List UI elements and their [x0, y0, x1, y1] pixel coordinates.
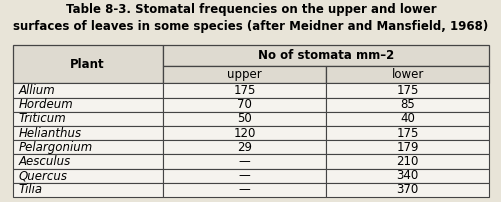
Bar [13, 112, 162, 126]
Text: 175: 175 [396, 126, 418, 140]
Text: 70: 70 [236, 98, 252, 111]
Bar [326, 154, 488, 168]
Text: 50: 50 [236, 112, 252, 125]
Text: —: — [238, 169, 250, 182]
Bar [326, 183, 488, 197]
Text: Hordeum: Hordeum [19, 98, 73, 111]
Bar [326, 140, 488, 154]
Bar [162, 183, 326, 197]
Text: Pelargonium: Pelargonium [19, 141, 93, 154]
Bar [162, 154, 326, 168]
Text: 40: 40 [399, 112, 414, 125]
Text: 179: 179 [396, 141, 418, 154]
Text: 340: 340 [396, 169, 418, 182]
Text: —: — [238, 183, 250, 196]
Bar [162, 98, 326, 112]
Text: 120: 120 [233, 126, 255, 140]
Bar [162, 168, 326, 183]
Text: 85: 85 [400, 98, 414, 111]
Bar [13, 140, 162, 154]
Bar [326, 168, 488, 183]
Text: Quercus: Quercus [19, 169, 68, 182]
Bar [326, 66, 488, 83]
Text: Triticum: Triticum [19, 112, 66, 125]
Text: Tilia: Tilia [19, 183, 43, 196]
Text: Allium: Allium [19, 84, 55, 97]
Text: upper: upper [226, 68, 262, 81]
Bar [13, 183, 162, 197]
Bar [13, 168, 162, 183]
Text: Aesculus: Aesculus [19, 155, 71, 168]
Text: Table 8-3. Stomatal frequencies on the upper and lower
surfaces of leaves in som: Table 8-3. Stomatal frequencies on the u… [14, 3, 487, 33]
Text: 29: 29 [236, 141, 252, 154]
Text: lower: lower [391, 68, 423, 81]
Bar [326, 83, 488, 98]
Text: —: — [238, 155, 250, 168]
Text: 175: 175 [396, 84, 418, 97]
Text: No of stomata mm–2: No of stomata mm–2 [258, 49, 393, 62]
Bar [162, 140, 326, 154]
Text: Helianthus: Helianthus [19, 126, 82, 140]
Bar [326, 98, 488, 112]
Text: 210: 210 [396, 155, 418, 168]
Text: 370: 370 [396, 183, 418, 196]
Bar [162, 66, 326, 83]
Bar [13, 83, 162, 98]
Bar [162, 126, 326, 140]
Text: Plant: Plant [70, 58, 105, 71]
Bar [13, 154, 162, 168]
Bar [326, 126, 488, 140]
Bar [13, 45, 162, 83]
Bar [162, 83, 326, 98]
Bar [13, 98, 162, 112]
Bar [13, 126, 162, 140]
Bar [326, 112, 488, 126]
Bar [162, 112, 326, 126]
Text: 175: 175 [233, 84, 255, 97]
Bar [162, 45, 488, 66]
